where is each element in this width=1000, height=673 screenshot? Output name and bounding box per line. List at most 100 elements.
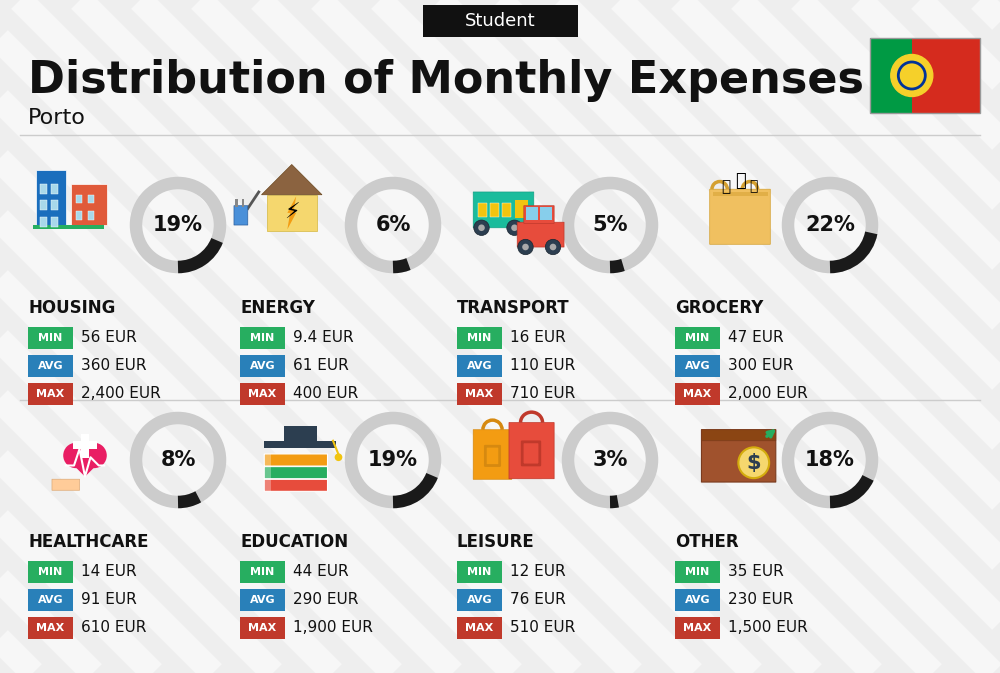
- Text: 19%: 19%: [368, 450, 418, 470]
- Text: 8%: 8%: [160, 450, 196, 470]
- Text: AVG: AVG: [467, 595, 492, 605]
- Text: MAX: MAX: [465, 389, 494, 399]
- Text: 76 EUR: 76 EUR: [510, 592, 566, 608]
- Text: AVG: AVG: [38, 361, 63, 371]
- Text: 2,000 EUR: 2,000 EUR: [728, 386, 808, 402]
- Text: 16 EUR: 16 EUR: [510, 330, 566, 345]
- Text: AVG: AVG: [250, 595, 275, 605]
- FancyBboxPatch shape: [264, 454, 328, 466]
- Text: MAX: MAX: [683, 623, 712, 633]
- FancyBboxPatch shape: [240, 327, 285, 349]
- FancyBboxPatch shape: [870, 38, 912, 113]
- FancyBboxPatch shape: [701, 429, 776, 482]
- Text: 5%: 5%: [592, 215, 628, 235]
- FancyBboxPatch shape: [457, 383, 502, 405]
- Text: 12 EUR: 12 EUR: [510, 565, 566, 579]
- FancyBboxPatch shape: [457, 355, 502, 377]
- Polygon shape: [287, 213, 296, 229]
- FancyBboxPatch shape: [28, 327, 73, 349]
- FancyBboxPatch shape: [264, 479, 328, 491]
- Text: MIN: MIN: [250, 567, 275, 577]
- Text: 91 EUR: 91 EUR: [81, 592, 137, 608]
- Text: AVG: AVG: [685, 361, 710, 371]
- Text: 🥦: 🥦: [722, 179, 731, 194]
- FancyBboxPatch shape: [264, 441, 336, 448]
- Text: 61 EUR: 61 EUR: [293, 359, 349, 374]
- Circle shape: [81, 443, 107, 468]
- FancyBboxPatch shape: [675, 383, 720, 405]
- Text: MIN: MIN: [467, 567, 492, 577]
- FancyBboxPatch shape: [234, 206, 248, 225]
- Text: 510 EUR: 510 EUR: [510, 621, 575, 635]
- Text: 6%: 6%: [375, 215, 411, 235]
- Text: 1,900 EUR: 1,900 EUR: [293, 621, 373, 635]
- Text: 44 EUR: 44 EUR: [293, 565, 349, 579]
- FancyBboxPatch shape: [240, 617, 285, 639]
- Text: MIN: MIN: [38, 333, 63, 343]
- Text: 290 EUR: 290 EUR: [293, 592, 358, 608]
- FancyBboxPatch shape: [33, 225, 104, 229]
- Circle shape: [550, 244, 556, 250]
- FancyBboxPatch shape: [267, 194, 316, 230]
- Text: AVG: AVG: [250, 361, 275, 371]
- FancyBboxPatch shape: [264, 466, 328, 479]
- Text: HOUSING: HOUSING: [28, 299, 115, 317]
- Text: MIN: MIN: [250, 333, 275, 343]
- FancyBboxPatch shape: [473, 192, 534, 227]
- Circle shape: [63, 443, 89, 468]
- FancyBboxPatch shape: [701, 430, 776, 441]
- Circle shape: [738, 448, 769, 478]
- FancyBboxPatch shape: [473, 430, 512, 479]
- FancyBboxPatch shape: [51, 201, 58, 210]
- Text: ⚡: ⚡: [284, 203, 300, 223]
- Polygon shape: [64, 456, 106, 476]
- FancyBboxPatch shape: [28, 561, 73, 583]
- FancyBboxPatch shape: [51, 184, 58, 194]
- FancyBboxPatch shape: [517, 222, 564, 247]
- Text: 56 EUR: 56 EUR: [81, 330, 137, 345]
- FancyBboxPatch shape: [264, 454, 271, 466]
- FancyBboxPatch shape: [40, 184, 46, 194]
- Text: MAX: MAX: [36, 389, 65, 399]
- Text: GROCERY: GROCERY: [675, 299, 763, 317]
- FancyBboxPatch shape: [71, 184, 107, 225]
- FancyBboxPatch shape: [28, 589, 73, 611]
- Text: MIN: MIN: [685, 567, 710, 577]
- FancyBboxPatch shape: [264, 479, 271, 491]
- Text: EDUCATION: EDUCATION: [240, 533, 348, 551]
- FancyBboxPatch shape: [457, 327, 502, 349]
- Circle shape: [905, 69, 919, 82]
- FancyBboxPatch shape: [509, 423, 554, 479]
- Text: 1,500 EUR: 1,500 EUR: [728, 621, 808, 635]
- FancyBboxPatch shape: [52, 479, 80, 490]
- FancyBboxPatch shape: [457, 589, 502, 611]
- FancyBboxPatch shape: [73, 441, 97, 449]
- Text: 35 EUR: 35 EUR: [728, 565, 784, 579]
- FancyBboxPatch shape: [81, 433, 89, 458]
- FancyBboxPatch shape: [28, 355, 73, 377]
- Text: 9.4 EUR: 9.4 EUR: [293, 330, 354, 345]
- Text: MAX: MAX: [248, 623, 277, 633]
- Text: 2,400 EUR: 2,400 EUR: [81, 386, 161, 402]
- Text: 🍅: 🍅: [750, 180, 758, 194]
- Text: 300 EUR: 300 EUR: [728, 359, 793, 374]
- Text: MAX: MAX: [248, 389, 277, 399]
- Text: $: $: [746, 453, 761, 472]
- Text: 47 EUR: 47 EUR: [728, 330, 784, 345]
- Polygon shape: [262, 164, 322, 194]
- FancyBboxPatch shape: [514, 201, 528, 218]
- FancyBboxPatch shape: [242, 199, 244, 207]
- Circle shape: [511, 225, 518, 231]
- FancyBboxPatch shape: [457, 617, 502, 639]
- Text: MIN: MIN: [467, 333, 492, 343]
- Text: MAX: MAX: [36, 623, 65, 633]
- Text: 360 EUR: 360 EUR: [81, 359, 146, 374]
- FancyBboxPatch shape: [88, 194, 94, 203]
- Circle shape: [891, 55, 933, 96]
- FancyBboxPatch shape: [40, 217, 46, 227]
- FancyBboxPatch shape: [675, 355, 720, 377]
- Text: TRANSPORT: TRANSPORT: [457, 299, 570, 317]
- Circle shape: [518, 240, 533, 254]
- Text: OTHER: OTHER: [675, 533, 739, 551]
- Text: 3%: 3%: [592, 450, 628, 470]
